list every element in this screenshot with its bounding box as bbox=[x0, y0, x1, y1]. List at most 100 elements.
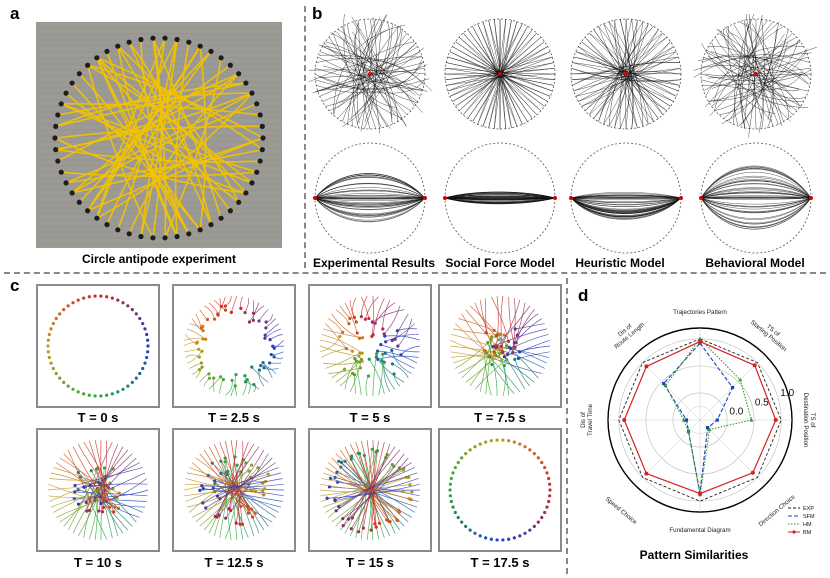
trajectory bbox=[482, 21, 518, 127]
participant bbox=[208, 222, 214, 228]
pedestrian bbox=[497, 338, 501, 342]
pedestrian bbox=[499, 344, 503, 348]
path-trace bbox=[50, 472, 105, 491]
pedestrian bbox=[116, 390, 120, 394]
trajectory bbox=[325, 47, 424, 107]
experiment-caption: Circle antipode experiment bbox=[81, 252, 237, 266]
center-marker bbox=[498, 72, 502, 76]
pedestrian bbox=[512, 440, 516, 444]
pedestrian bbox=[507, 537, 511, 541]
path-trace bbox=[53, 467, 120, 494]
trajectory bbox=[325, 41, 423, 113]
aligned-trajectory bbox=[314, 187, 426, 199]
pedestrian bbox=[264, 320, 268, 324]
pedestrian bbox=[82, 485, 86, 489]
participant bbox=[150, 35, 156, 41]
trajectory bbox=[727, 26, 776, 115]
trajectory bbox=[364, 19, 381, 134]
pedestrian bbox=[468, 528, 472, 532]
snapshot-t5 bbox=[308, 284, 432, 408]
pedestrian bbox=[239, 306, 243, 310]
pedestrian bbox=[257, 368, 262, 372]
aligned-trajectory bbox=[700, 183, 812, 199]
path-trace bbox=[372, 297, 385, 335]
aligned-trajectory bbox=[314, 196, 426, 199]
pedestrian bbox=[350, 454, 354, 458]
pedestrian bbox=[338, 334, 342, 339]
pedestrian bbox=[369, 528, 373, 532]
end-marker bbox=[679, 196, 683, 200]
pedestrian bbox=[268, 338, 272, 342]
pedestrian bbox=[548, 494, 552, 498]
participant bbox=[115, 43, 121, 49]
pedestrian bbox=[354, 320, 358, 324]
path-trace bbox=[458, 346, 499, 374]
participant bbox=[174, 233, 180, 240]
pedestrian bbox=[494, 334, 498, 338]
path-trace bbox=[376, 356, 405, 383]
path-trace bbox=[201, 483, 284, 488]
path-trace bbox=[465, 309, 497, 347]
axis-label: Trajectories Pattern bbox=[673, 309, 727, 316]
path-trace bbox=[102, 440, 108, 512]
pedestrian bbox=[93, 394, 97, 398]
trajectory bbox=[711, 56, 809, 89]
path-trace bbox=[48, 495, 101, 498]
pedestrian bbox=[366, 374, 371, 378]
pedestrian bbox=[339, 460, 344, 465]
path-trace bbox=[245, 381, 260, 390]
pedestrian bbox=[451, 505, 455, 509]
pedestrian bbox=[250, 515, 255, 519]
pedestrian bbox=[484, 351, 489, 355]
trajectory bbox=[342, 29, 403, 127]
participant bbox=[55, 112, 61, 118]
panel-label-c: c bbox=[10, 276, 20, 295]
trajectory bbox=[573, 56, 679, 92]
pedestrian bbox=[66, 304, 70, 308]
trajectory bbox=[572, 62, 680, 86]
trajectory bbox=[308, 56, 423, 83]
path-trace bbox=[258, 309, 269, 322]
trajectory bbox=[336, 31, 407, 116]
path-trace bbox=[383, 362, 391, 393]
path-trace bbox=[519, 339, 550, 353]
path-trace bbox=[377, 355, 419, 360]
trajectory bbox=[716, 28, 789, 119]
aligned-trajectory bbox=[700, 197, 812, 230]
pedestrian bbox=[385, 518, 389, 522]
pedestrian bbox=[99, 294, 103, 298]
path-trace bbox=[218, 449, 265, 516]
pedestrian bbox=[272, 355, 276, 359]
path-trace bbox=[208, 446, 249, 514]
center-marker bbox=[368, 72, 372, 76]
participant bbox=[138, 233, 144, 240]
path-trace bbox=[458, 318, 505, 336]
rope-line bbox=[128, 73, 240, 235]
pedestrian bbox=[105, 295, 109, 299]
participant bbox=[257, 158, 263, 164]
pedestrian bbox=[238, 522, 242, 526]
pedestrian bbox=[361, 526, 365, 530]
participant bbox=[115, 227, 121, 233]
rope-line bbox=[55, 148, 261, 163]
path-trace bbox=[321, 348, 347, 358]
pedestrian bbox=[46, 338, 50, 342]
pedestrian bbox=[62, 380, 66, 384]
pedestrian bbox=[212, 317, 217, 321]
radar-title: Pattern Similarities bbox=[639, 548, 749, 562]
trajectory bbox=[608, 21, 644, 127]
pedestrian bbox=[263, 333, 267, 337]
pedestrian bbox=[396, 344, 400, 348]
participant bbox=[162, 35, 168, 41]
pedestrian bbox=[212, 376, 216, 380]
pedestrian bbox=[382, 360, 386, 364]
aligned-trajectory bbox=[700, 197, 812, 207]
path-trace bbox=[185, 354, 200, 358]
path-trace bbox=[479, 336, 493, 392]
pedestrian bbox=[49, 361, 53, 365]
data-point bbox=[752, 363, 757, 368]
pedestrian bbox=[390, 338, 394, 343]
pedestrian bbox=[464, 524, 468, 528]
aligned-trajectory bbox=[444, 197, 556, 202]
path-trace bbox=[185, 473, 269, 502]
